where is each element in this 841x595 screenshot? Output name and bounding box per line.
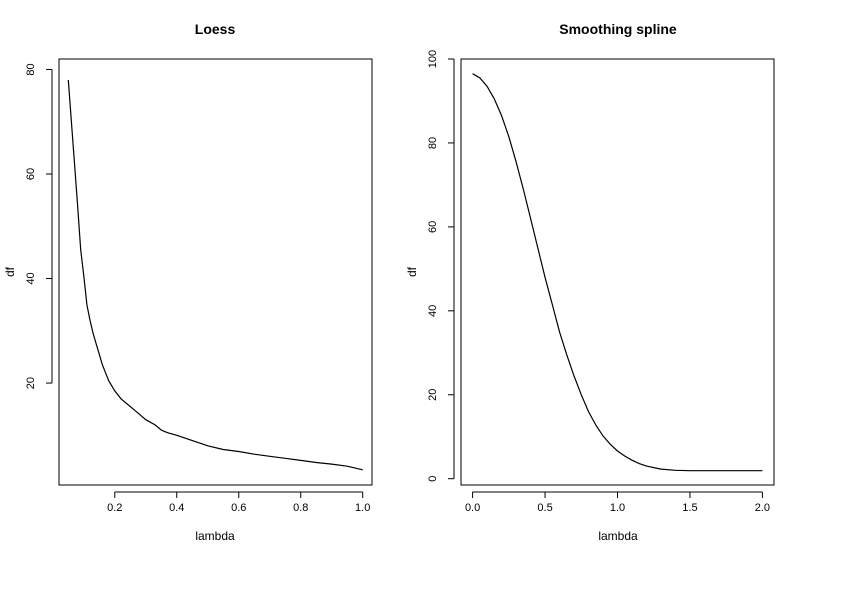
spline-y-axis: 0 20 40 60 80 100 <box>427 50 455 482</box>
spline-x-tick-label: 2.0 <box>755 502 770 514</box>
loess-y-tick-label: 60 <box>25 168 37 180</box>
loess-x-tick-label: 1.0 <box>355 502 370 514</box>
loess-x-axis: 0.2 0.4 0.6 0.8 1.0 <box>107 491 370 514</box>
spline-y-tick-label: 40 <box>427 305 439 317</box>
loess-x-tick-label: 0.8 <box>293 502 308 514</box>
loess-y-axis: 20 40 60 80 <box>25 63 53 389</box>
loess-y-axis-label: df <box>3 266 17 277</box>
spline-plot-frame <box>460 58 775 486</box>
spline-x-tick-label: 1.5 <box>682 502 697 514</box>
loess-panel: Loess 0.2 0.4 0.6 0.8 1.0 20 40 60 80 lambda df <box>3 21 373 543</box>
loess-x-axis-label: lambda <box>195 529 235 543</box>
spline-x-axis-label: lambda <box>598 529 638 543</box>
spline-y-tick-label: 20 <box>427 389 439 401</box>
loess-x-tick-label: 0.4 <box>169 502 184 514</box>
loess-df-curve <box>67 79 363 471</box>
loess-x-tick-label: 0.2 <box>107 502 122 514</box>
loess-plot-frame <box>58 58 373 486</box>
spline-x-tick-label: 1.0 <box>610 502 625 514</box>
loess-y-tick-label: 80 <box>25 63 37 75</box>
spline-y-tick-label: 100 <box>427 50 439 68</box>
spline-title: Smoothing spline <box>559 21 677 37</box>
spline-x-tick-label: 0.5 <box>537 502 552 514</box>
spline-df-curve <box>472 73 763 472</box>
spline-x-tick-label: 0.0 <box>465 502 480 514</box>
spline-y-axis-label: df <box>405 266 419 277</box>
loess-y-tick-label: 20 <box>25 377 37 389</box>
spline-y-tick-label: 80 <box>427 137 439 149</box>
spline-x-axis: 0.0 0.5 1.0 1.5 2.0 <box>465 491 770 514</box>
loess-title: Loess <box>195 21 236 37</box>
spline-y-tick-label: 0 <box>427 476 439 482</box>
spline-y-tick-label: 60 <box>427 221 439 233</box>
loess-x-tick-label: 0.6 <box>231 502 246 514</box>
spline-panel: Smoothing spline 0.0 0.5 1.0 1.5 2.0 0 20 40 60… <box>405 21 775 543</box>
loess-y-tick-label: 40 <box>25 272 37 284</box>
